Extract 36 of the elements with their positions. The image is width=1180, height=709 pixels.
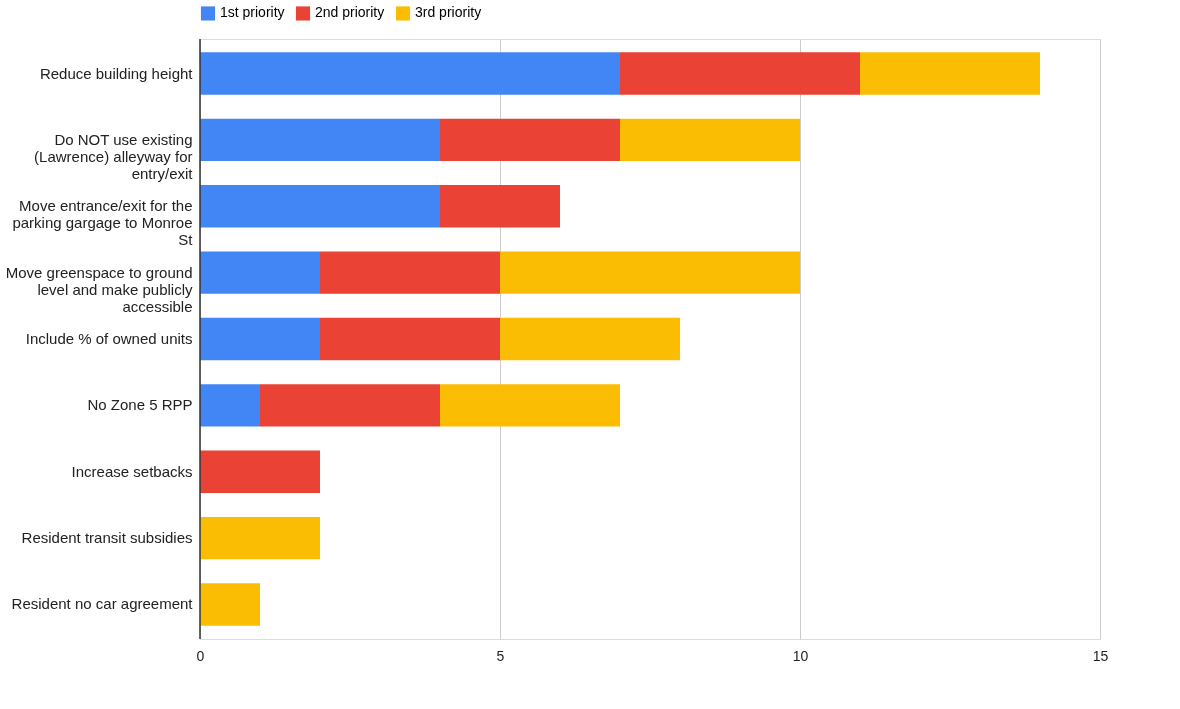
legend-label: 1st priority [220,4,285,21]
y-tick-label: Move entrance/exit for the parking gargage to Monroe St [12,197,194,249]
bar [860,52,1040,95]
bar [200,118,440,162]
bar [200,52,620,95]
legend-label: 2nd priority [315,4,385,21]
bar [200,516,320,560]
bar [260,384,440,427]
bar [200,317,320,361]
bar [620,118,800,162]
bar [440,185,560,228]
x-tick-label: 10 [792,647,809,664]
y-tick-label: Reduce building height [39,64,194,82]
bar [200,185,440,228]
y-tick-label: Resident transit subsidies [21,529,193,547]
bar [440,118,620,162]
bar [500,317,680,361]
y-tick-label: Increase setbacks [71,462,193,480]
bar [200,384,260,427]
x-tick-label: 0 [196,647,205,664]
bar [200,251,320,294]
x-tick-label: 15 [1092,647,1109,664]
y-tick-label: Include % of owned units [25,330,193,347]
bar [320,317,500,361]
bar [500,251,800,294]
y-tick-label: No Zone 5 RPP [87,396,193,414]
bar [200,583,260,626]
bar [320,251,500,294]
y-tick-label: Resident no car agreement [11,595,194,613]
bar [200,450,320,493]
y-tick-label: Move greenspace to ground level and make publicly accessible [5,263,193,315]
bar [440,384,620,427]
y-tick-label: Do NOT use existing (Lawrence) alleyway for entry/exit [34,130,194,182]
x-tick-label: 5 [496,647,505,664]
legend-label: 3rd priority [415,4,482,21]
bar [620,52,860,95]
